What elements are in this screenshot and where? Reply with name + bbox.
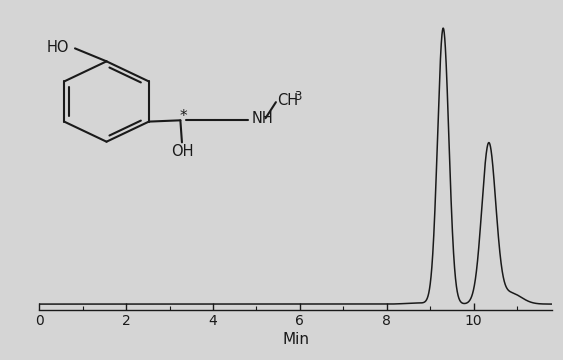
Text: OH: OH [171,144,193,159]
Text: 3: 3 [294,90,302,103]
Text: HO: HO [46,40,69,55]
X-axis label: Min: Min [282,332,309,347]
Text: CH: CH [278,93,298,108]
Text: NH: NH [251,111,273,126]
Text: *: * [179,109,187,124]
